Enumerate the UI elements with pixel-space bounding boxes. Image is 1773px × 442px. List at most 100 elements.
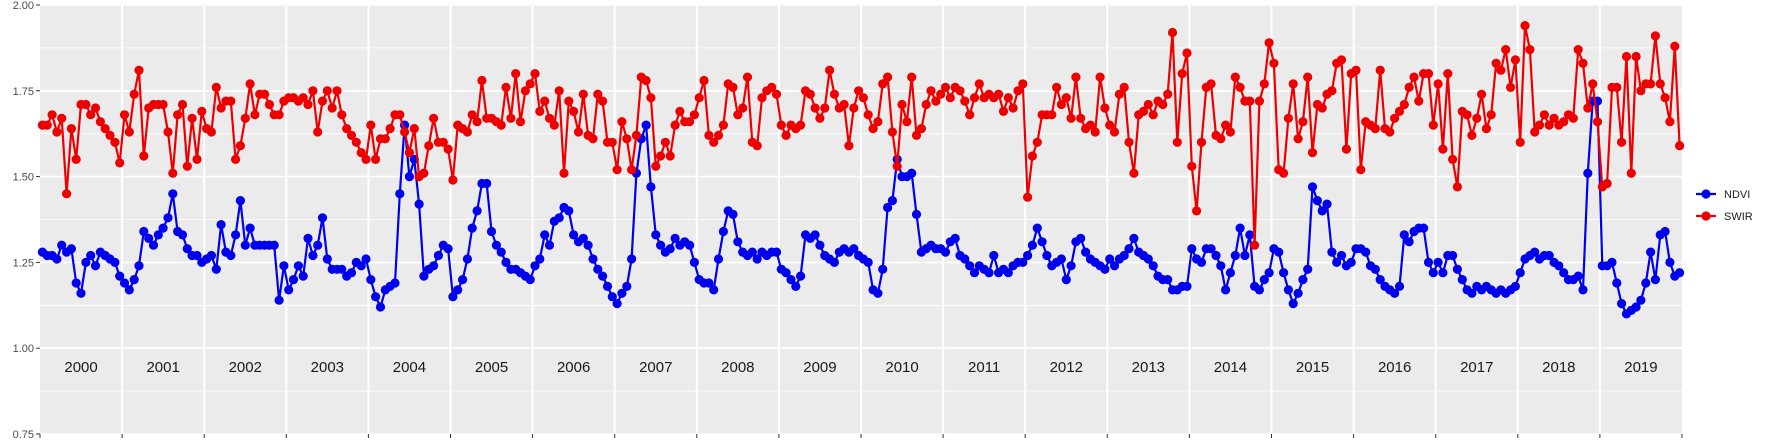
data-point-ndvi <box>1061 275 1071 285</box>
data-point-swir <box>1245 96 1255 106</box>
data-point-swir <box>868 124 878 134</box>
data-point-swir <box>52 127 62 137</box>
data-point-ndvi <box>163 213 173 223</box>
y-tick-label: 1.00 <box>13 343 34 355</box>
data-point-swir <box>129 89 139 99</box>
data-point-ndvi <box>144 233 154 243</box>
data-point-ndvi <box>57 240 67 250</box>
data-point-swir <box>1655 79 1665 89</box>
data-point-ndvi <box>1206 244 1216 254</box>
data-point-swir <box>1018 79 1028 89</box>
data-point-ndvi <box>786 275 796 285</box>
data-point-swir <box>1172 137 1182 147</box>
data-point-swir <box>921 99 931 110</box>
data-point-ndvi <box>1240 250 1250 261</box>
data-point-swir <box>298 93 308 103</box>
data-point-ndvi <box>1631 302 1641 312</box>
data-point-ndvi <box>1404 237 1414 247</box>
data-point-swir <box>317 96 328 106</box>
data-point-swir <box>641 75 651 86</box>
data-point-ndvi <box>1148 261 1158 271</box>
data-point-ndvi <box>240 240 250 250</box>
data-point-ndvi <box>1066 261 1076 271</box>
data-point-swir <box>854 86 864 96</box>
data-point-swir <box>1515 137 1525 147</box>
year-label-2012: 2012 <box>1050 359 1083 376</box>
data-point-swir <box>820 103 830 113</box>
data-point-ndvi <box>984 268 994 278</box>
data-point-swir <box>1008 103 1018 113</box>
data-point-ndvi <box>115 271 125 281</box>
data-point-swir <box>467 110 477 120</box>
data-point-swir <box>1269 58 1279 68</box>
data-point-ndvi <box>627 254 637 264</box>
data-point-swir <box>1394 106 1405 116</box>
data-point-swir <box>733 110 743 120</box>
data-point-ndvi <box>148 240 159 250</box>
data-point-swir <box>631 130 642 140</box>
data-point-swir <box>598 96 608 106</box>
data-point-ndvi <box>1322 199 1332 209</box>
data-point-ndvi <box>491 240 501 250</box>
data-point-ndvi <box>482 178 492 189</box>
data-point-swir <box>646 93 656 103</box>
data-point-ndvi <box>863 257 873 267</box>
data-point-ndvi <box>646 182 656 192</box>
data-point-ndvi <box>1448 250 1458 261</box>
data-point-swir <box>313 127 323 137</box>
data-point-swir <box>974 79 984 89</box>
data-point-swir <box>231 154 241 164</box>
data-point-swir <box>395 110 405 120</box>
data-point-swir <box>1356 165 1366 175</box>
year-labels: 2000 2001 2002 2003 2004 2005 2006 2007 2008 2009… <box>64 359 1657 376</box>
data-point-swir <box>1027 151 1037 161</box>
data-point-ndvi <box>1467 288 1477 298</box>
data-point-ndvi <box>1076 233 1086 243</box>
data-point-swir <box>1148 110 1158 120</box>
data-point-ndvi <box>1187 244 1197 254</box>
data-point-ndvi <box>1027 240 1037 250</box>
data-point-ndvi <box>501 257 511 267</box>
data-point-swir <box>346 130 357 140</box>
data-point-swir <box>110 137 120 147</box>
data-point-swir <box>472 117 482 127</box>
data-point-swir <box>829 89 840 99</box>
data-point-swir <box>515 117 526 127</box>
data-point-swir <box>1293 134 1303 144</box>
data-point-ndvi <box>709 285 719 295</box>
data-point-swir <box>1467 130 1477 140</box>
data-point-ndvi <box>718 226 729 237</box>
data-point-swir <box>520 86 531 96</box>
data-point-swir <box>660 137 671 147</box>
data-point-swir <box>134 65 144 75</box>
data-point-swir <box>245 79 255 89</box>
data-point-swir <box>182 161 192 171</box>
data-point-swir <box>607 137 617 147</box>
data-point-swir <box>569 106 579 116</box>
data-point-swir <box>1404 82 1414 92</box>
data-point-swir <box>260 89 270 99</box>
data-point-ndvi <box>375 302 386 312</box>
data-point-ndvi <box>670 233 680 243</box>
data-point-swir <box>1496 65 1506 75</box>
data-point-swir <box>337 110 347 120</box>
data-point-ndvi <box>1018 257 1028 267</box>
data-point-ndvi <box>1370 264 1380 274</box>
data-point-swir <box>713 130 724 140</box>
data-point-ndvi <box>337 264 347 274</box>
data-point-swir <box>404 148 414 158</box>
data-point-ndvi <box>1119 250 1129 261</box>
data-point-ndvi <box>462 254 472 264</box>
data-point-swir <box>549 120 559 130</box>
data-point-swir <box>115 158 125 168</box>
data-point-swir <box>1399 99 1409 110</box>
data-point-ndvi <box>1298 275 1308 285</box>
data-point-swir <box>448 175 458 185</box>
data-point-swir <box>1177 69 1187 79</box>
data-point-ndvi <box>1317 206 1327 216</box>
data-point-ndvi <box>641 120 651 130</box>
data-point-swir <box>501 82 511 92</box>
data-point-ndvi <box>1559 268 1569 278</box>
data-point-ndvi <box>950 233 960 243</box>
data-point-ndvi <box>293 261 303 271</box>
